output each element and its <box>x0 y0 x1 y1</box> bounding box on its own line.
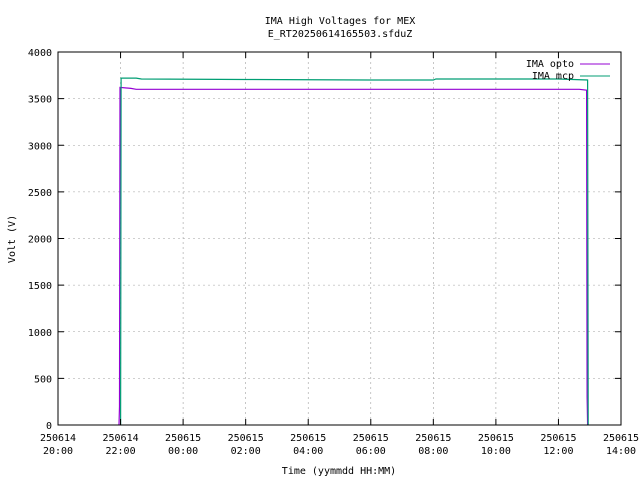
series-line-ima-mcp <box>119 77 589 426</box>
series-lines <box>118 77 589 426</box>
x-tick-label-time: 02:00 <box>231 446 261 457</box>
y-tick-label: 3500 <box>28 95 52 106</box>
grid-lines <box>58 52 621 425</box>
chart-title: IMA High Voltages for MEX <box>265 16 416 27</box>
y-tick-label: 3000 <box>28 141 52 152</box>
y-tick-label: 1000 <box>28 328 52 339</box>
x-tick-label-date: 250615 <box>228 433 264 444</box>
y-tick-label: 2000 <box>28 235 52 246</box>
y-tick-label: 0 <box>46 421 52 432</box>
x-tick-label-date: 250615 <box>478 433 514 444</box>
chart-subtitle: E_RT20250614165503.sfduZ <box>268 29 413 40</box>
y-tick-label: 4000 <box>28 48 52 59</box>
legend-label-mcp: IMA mcp <box>532 71 574 82</box>
axis-ticks: 0 500 1000 1500 2000 2500 3000 3500 4000 250614 20… <box>28 48 639 457</box>
plot-frame <box>57 51 622 426</box>
x-tick-label-date: 250614 <box>102 433 138 444</box>
x-tick-label-date: 250615 <box>165 433 201 444</box>
legend: IMA opto IMA mcp <box>526 59 610 82</box>
x-tick-label-time: 00:00 <box>168 446 198 457</box>
x-tick-label-time: 10:00 <box>481 446 511 457</box>
y-axis-label: Volt (V) <box>7 215 18 263</box>
x-tick-label-time: 08:00 <box>418 446 448 457</box>
x-tick-label-time: 20:00 <box>43 446 73 457</box>
x-tick-label-time: 14:00 <box>606 446 636 457</box>
x-tick-label-date: 250614 <box>40 433 76 444</box>
x-tick-label-date: 250615 <box>603 433 639 444</box>
x-tick-label-time: 06:00 <box>356 446 386 457</box>
x-tick-label-time: 12:00 <box>543 446 573 457</box>
series-line-ima-opto <box>118 86 589 426</box>
x-tick-label-date: 250615 <box>290 433 326 444</box>
y-tick-label: 2500 <box>28 188 52 199</box>
y-tick-label: 500 <box>34 374 52 385</box>
x-tick-label-date: 250615 <box>540 433 576 444</box>
x-axis-label: Time (yymmdd HH:MM) <box>282 466 396 477</box>
x-tick-label-time: 22:00 <box>106 446 136 457</box>
x-tick-label-date: 250615 <box>353 433 389 444</box>
x-tick-label-date: 250615 <box>415 433 451 444</box>
y-tick-label: 1500 <box>28 281 52 292</box>
x-tick-label-time: 04:00 <box>293 446 323 457</box>
legend-label-opto: IMA opto <box>526 59 574 70</box>
